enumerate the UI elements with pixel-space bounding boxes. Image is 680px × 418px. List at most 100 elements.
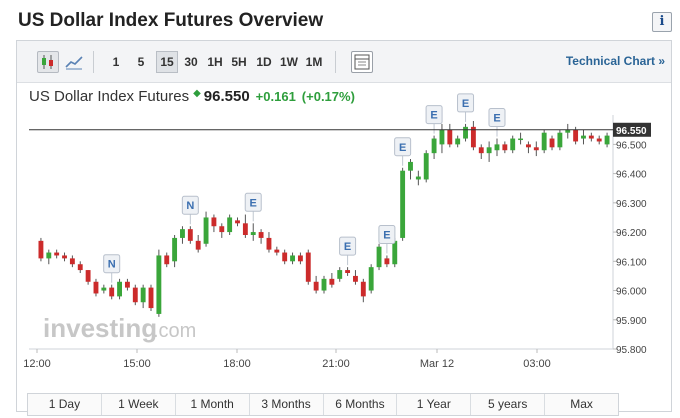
candle-body xyxy=(38,240,44,259)
candle-body xyxy=(408,161,413,171)
range-5-years[interactable]: 5 years xyxy=(471,394,546,415)
event-marker-box xyxy=(394,137,412,157)
candle-body xyxy=(518,138,524,141)
y-tick-label: 96.000 xyxy=(616,287,647,298)
line-chart-icon[interactable] xyxy=(63,51,85,73)
candle-body xyxy=(187,229,193,241)
candle-body xyxy=(439,129,445,145)
interval-15[interactable]: 15 xyxy=(156,51,178,73)
x-tick-label: 12:00 xyxy=(23,358,51,370)
event-marker-box xyxy=(425,105,443,125)
candle-body xyxy=(384,258,390,265)
candle-body xyxy=(124,281,130,288)
candle-body xyxy=(526,144,531,148)
event-marker-label: N xyxy=(186,200,194,212)
range-1-week[interactable]: 1 Week xyxy=(102,394,176,415)
candle-body xyxy=(549,138,555,148)
candle-body xyxy=(274,249,280,253)
y-tick-label: 96.100 xyxy=(616,257,647,268)
chart-panel: 1 5 15 30 1H 5H 1D 1W 1M Technical Chart… xyxy=(16,40,672,416)
event-marker-box xyxy=(339,236,357,256)
watermark-suffix: .com xyxy=(153,320,196,342)
interval-1h[interactable]: 1H xyxy=(207,55,223,69)
candle-body xyxy=(581,135,586,139)
range-max[interactable]: Max xyxy=(570,397,593,411)
last-price: 96.550 xyxy=(203,88,250,105)
y-tick-label: 95.800 xyxy=(616,345,647,356)
candlestick-icon[interactable] xyxy=(37,51,59,73)
candle-body xyxy=(368,267,374,291)
interval-1m[interactable]: 1M xyxy=(305,55,323,69)
interval-5h[interactable]: 5H xyxy=(231,55,247,69)
interval-5[interactable]: 5 xyxy=(137,55,145,69)
candle-body xyxy=(337,270,343,279)
candle-body xyxy=(227,217,233,233)
candle-body xyxy=(345,270,351,273)
event-marker-label: E xyxy=(430,110,437,122)
candle-body xyxy=(195,240,201,250)
interval-30[interactable]: 30 xyxy=(184,55,198,69)
candle-body xyxy=(266,237,272,250)
candle-body xyxy=(415,176,421,180)
time-range-bar: 1 Day 1 Week 1 Month 3 Months 6 Months 1… xyxy=(27,393,619,416)
x-tick-label: Mar 12 xyxy=(420,358,454,370)
price-change-percent: (+0.17%) xyxy=(301,89,355,104)
event-marker-label: N xyxy=(108,259,116,271)
candle-body xyxy=(69,258,75,265)
last-price-tag xyxy=(613,122,651,137)
candle-body xyxy=(423,153,429,180)
candle-body xyxy=(588,135,594,139)
y-tick-label: 95.900 xyxy=(616,316,647,327)
range-1-month[interactable]: 1 Month xyxy=(176,394,250,415)
y-tick-label: 96.300 xyxy=(616,199,647,210)
candle-body xyxy=(353,275,358,282)
candle-body xyxy=(470,126,476,148)
candle-body xyxy=(62,255,67,259)
page-title: US Dollar Index Futures Overview xyxy=(18,10,324,31)
candle-body xyxy=(148,287,154,309)
candle-body xyxy=(431,138,437,154)
quote-line: US Dollar Index Futures ◆ 96.550 +0.161 (+0.… xyxy=(29,88,355,105)
candle-body xyxy=(463,126,468,139)
candle-body xyxy=(486,147,492,154)
info-button[interactable]: i xyxy=(652,12,672,32)
candle-body xyxy=(573,129,579,142)
range-3-months[interactable]: 3 Months xyxy=(250,394,324,415)
y-tick-label: 96.400 xyxy=(616,170,647,181)
interval-1w[interactable]: 1W xyxy=(280,55,298,69)
range-1-day[interactable]: 1 Day xyxy=(28,394,102,415)
interval-1[interactable]: 1 xyxy=(112,55,120,69)
y-tick-label: 96.200 xyxy=(616,228,647,239)
event-marker-box xyxy=(488,108,506,128)
candle-body xyxy=(250,232,256,235)
candle-body xyxy=(478,147,484,154)
x-tick-label: 21:00 xyxy=(322,358,350,370)
candle-body xyxy=(447,129,453,145)
interval-1d[interactable]: 1D xyxy=(256,55,272,69)
candle-body xyxy=(290,255,295,262)
event-marker-label: E xyxy=(399,142,406,154)
range-6-months[interactable]: 6 Months xyxy=(324,394,398,415)
candle-body xyxy=(392,240,398,265)
event-marker-label: E xyxy=(462,98,469,110)
price-chart[interactable]: N N E E E E E E E 96.500 96.400 96.300 96.200 96.100… xyxy=(17,41,671,391)
candle-body xyxy=(172,237,178,262)
event-marker-layer: N N E E E E E E E xyxy=(103,93,506,283)
candlestick-icon-glyph xyxy=(42,55,53,69)
candle-body xyxy=(596,138,602,142)
candle-body xyxy=(533,147,539,151)
candle-body xyxy=(329,278,335,285)
candle-body xyxy=(117,281,122,297)
last-price-tag-label: 96.550 xyxy=(616,126,647,137)
event-marker-label: E xyxy=(250,197,257,209)
event-marker-label: E xyxy=(344,241,351,253)
chart-settings-icon[interactable] xyxy=(351,51,373,73)
x-tick-label: 15:00 xyxy=(123,358,151,370)
candle-body xyxy=(305,252,311,282)
candle-body xyxy=(219,226,225,233)
candle-body xyxy=(604,135,610,145)
technical-chart-link[interactable]: Technical Chart » xyxy=(565,54,665,68)
range-1-year[interactable]: 1 Year xyxy=(397,394,472,415)
chart-toolbar: 1 5 15 30 1H 5H 1D 1W 1M Technical Chart… xyxy=(17,41,671,83)
watermark-brand: investing xyxy=(43,313,157,343)
